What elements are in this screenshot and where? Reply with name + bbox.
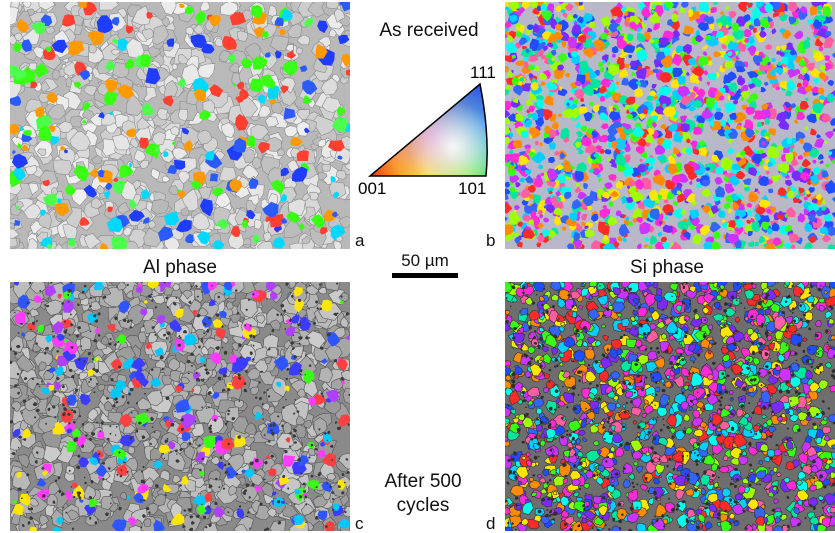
ebsd-map-si-after-cycles (505, 282, 835, 531)
ipf-triangle-outline (367, 82, 488, 177)
ebsd-map-si-as-received-image (505, 2, 835, 249)
legend-label-111: 111 (470, 63, 496, 82)
ipf-color-legend: 111 001 101 (358, 60, 498, 200)
after-cycles-label: After 500 cycles (384, 471, 462, 516)
ebsd-map-al-after-cycles-image (10, 282, 350, 531)
ebsd-map-al-as-received-image (10, 2, 350, 249)
legend-label-101: 101 (458, 179, 486, 198)
al-phase-label: Al phase (143, 257, 217, 278)
scale-bar-line (392, 273, 458, 278)
legend-label-001: 001 (358, 179, 386, 198)
ebsd-map-si-after-cycles-image (505, 282, 835, 531)
panel-letter-d: d (486, 514, 496, 533)
scale-bar-label: 50 µm (401, 251, 449, 270)
ebsd-map-al-after-cycles (10, 282, 350, 531)
ebsd-map-al-as-received (10, 2, 350, 249)
si-phase-label: Si phase (630, 257, 704, 278)
as-received-label: As received (379, 20, 479, 41)
panel-letter-a: a (355, 231, 365, 250)
ebsd-map-si-as-received (505, 2, 835, 249)
scale-bar: 50 µm (390, 252, 460, 282)
panel-letter-c: c (355, 514, 364, 533)
ipf-triangle: 111 001 101 (358, 63, 496, 198)
panel-letter-b: b (486, 231, 496, 250)
